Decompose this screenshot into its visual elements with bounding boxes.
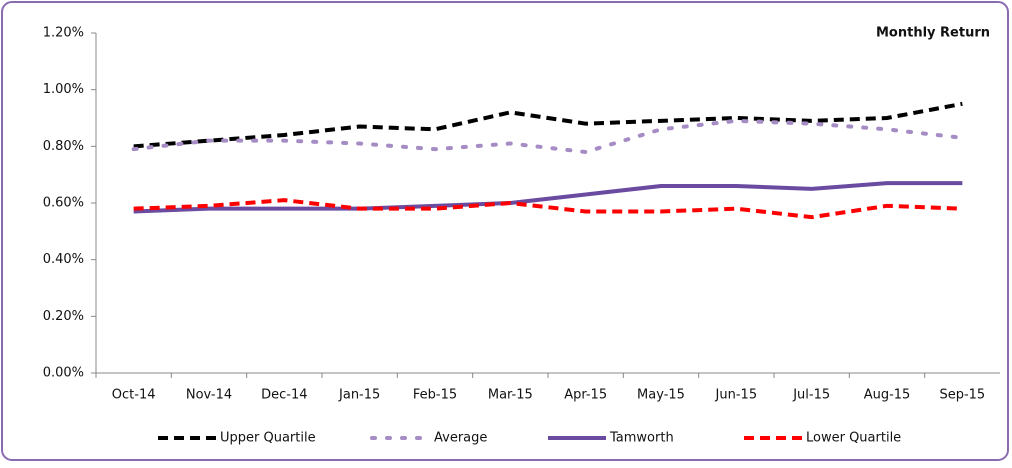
series-line (131, 118, 965, 154)
y-tick-label: 0.00% (43, 366, 84, 381)
legend-label: Tamworth (609, 431, 674, 446)
chart-frame (1, 1, 1009, 461)
y-tick-label: 1.00% (43, 82, 84, 97)
x-tick-label: Mar-15 (488, 388, 533, 403)
x-tick-label: Dec-14 (261, 388, 307, 403)
x-tick-label: May-15 (637, 388, 685, 403)
x-tick-label: Jan-15 (338, 388, 380, 403)
y-tick-label: 0.60% (43, 196, 84, 211)
legend-label: Lower Quartile (806, 431, 901, 446)
x-tick-label: Jul-15 (792, 388, 830, 403)
series-line (133, 181, 963, 214)
y-tick-label: 0.20% (43, 309, 84, 324)
x-tick-label: Apr-15 (564, 388, 607, 403)
x-tick-label: Nov-14 (186, 388, 232, 403)
y-tick-label: 0.80% (43, 139, 84, 154)
y-tick-label: 0.40% (43, 252, 84, 267)
series-line (133, 101, 963, 149)
x-tick-label: Aug-15 (864, 388, 911, 403)
x-tick-label: Jun-15 (715, 388, 758, 403)
x-tick-label: Sep-15 (939, 388, 985, 403)
x-tick-label: Oct-14 (112, 388, 156, 403)
x-tick-label: Feb-15 (413, 388, 457, 403)
series-line (133, 198, 963, 220)
legend-label: Upper Quartile (220, 431, 316, 446)
y-tick-label: 1.20% (43, 26, 84, 41)
legend-label: Average (434, 431, 487, 446)
annotation: Monthly Return (876, 26, 990, 41)
